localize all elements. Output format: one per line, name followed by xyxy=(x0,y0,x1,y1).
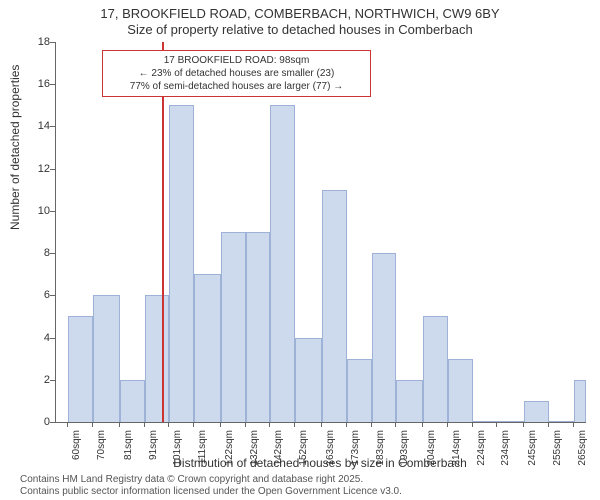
x-tick-mark xyxy=(548,422,549,427)
x-tick-mark xyxy=(573,422,574,427)
reference-line xyxy=(162,42,164,422)
x-tick-mark xyxy=(395,422,396,427)
x-tick-mark xyxy=(371,422,372,427)
histogram-bar xyxy=(68,316,93,422)
histogram-bar xyxy=(145,295,170,422)
y-tick-mark xyxy=(50,295,55,296)
x-tick-mark xyxy=(119,422,120,427)
y-tick-mark xyxy=(50,422,55,423)
x-tick-mark xyxy=(220,422,221,427)
y-tick-label: 10 xyxy=(25,205,50,217)
y-tick-mark xyxy=(50,126,55,127)
y-tick-mark xyxy=(50,84,55,85)
histogram-bar xyxy=(322,190,347,422)
x-tick-mark xyxy=(447,422,448,427)
histogram-bar xyxy=(524,401,549,422)
histogram-bar xyxy=(372,253,397,422)
y-tick-label: 18 xyxy=(25,36,50,48)
plot-area xyxy=(55,42,586,423)
x-tick-mark xyxy=(269,422,270,427)
y-tick-label: 6 xyxy=(25,289,50,301)
histogram-bar xyxy=(270,105,295,422)
histogram-bar xyxy=(93,295,120,422)
y-tick-mark xyxy=(50,211,55,212)
y-tick-label: 8 xyxy=(25,247,50,259)
histogram-bar xyxy=(169,105,194,422)
x-tick-mark xyxy=(496,422,497,427)
y-tick-label: 0 xyxy=(25,416,50,428)
y-tick-mark xyxy=(50,42,55,43)
x-tick-mark xyxy=(523,422,524,427)
x-axis-label: Distribution of detached houses by size … xyxy=(55,456,585,470)
annotation-box: 17 BROOKFIELD ROAD: 98sqm ← 23% of detac… xyxy=(102,50,371,97)
histogram-bar xyxy=(473,421,498,422)
x-tick-mark xyxy=(321,422,322,427)
histogram-bar xyxy=(497,421,524,422)
x-tick-mark xyxy=(144,422,145,427)
x-tick-mark xyxy=(245,422,246,427)
histogram-bar xyxy=(448,359,473,422)
annotation-line-1: 17 BROOKFIELD ROAD: 98sqm xyxy=(109,54,364,67)
x-tick-mark xyxy=(193,422,194,427)
y-axis-label: Number of detached properties xyxy=(8,65,22,230)
x-tick-mark xyxy=(294,422,295,427)
x-tick-mark xyxy=(168,422,169,427)
annotation-line-3: 77% of semi-detached houses are larger (… xyxy=(109,80,364,93)
histogram-bar xyxy=(549,421,574,422)
y-tick-mark xyxy=(50,169,55,170)
x-tick-mark xyxy=(67,422,68,427)
y-tick-label: 12 xyxy=(25,163,50,175)
y-tick-mark xyxy=(50,380,55,381)
y-tick-mark xyxy=(50,338,55,339)
y-tick-label: 4 xyxy=(25,332,50,344)
x-tick-mark xyxy=(346,422,347,427)
y-tick-label: 2 xyxy=(25,374,50,386)
title-main: 17, BROOKFIELD ROAD, COMBERBACH, NORTHWI… xyxy=(0,6,600,21)
y-tick-mark xyxy=(50,253,55,254)
histogram-bar xyxy=(246,232,271,422)
title-sub: Size of property relative to detached ho… xyxy=(0,22,600,37)
y-tick-label: 14 xyxy=(25,120,50,132)
x-tick-mark xyxy=(422,422,423,427)
y-tick-label: 16 xyxy=(25,78,50,90)
histogram-bar xyxy=(396,380,423,422)
histogram-bar xyxy=(295,338,322,422)
histogram-bar xyxy=(194,274,221,422)
histogram-bar xyxy=(423,316,448,422)
footer-line-1: Contains HM Land Registry data © Crown c… xyxy=(20,474,363,485)
histogram-bar xyxy=(120,380,145,422)
annotation-line-2: ← 23% of detached houses are smaller (23… xyxy=(109,67,364,80)
histogram-bar xyxy=(221,232,246,422)
chart-container: 17, BROOKFIELD ROAD, COMBERBACH, NORTHWI… xyxy=(0,0,600,500)
footer-line-2: Contains public sector information licen… xyxy=(20,486,402,497)
histogram-bar xyxy=(347,359,372,422)
x-tick-mark xyxy=(472,422,473,427)
x-tick-mark xyxy=(92,422,93,427)
histogram-bar xyxy=(574,380,586,422)
